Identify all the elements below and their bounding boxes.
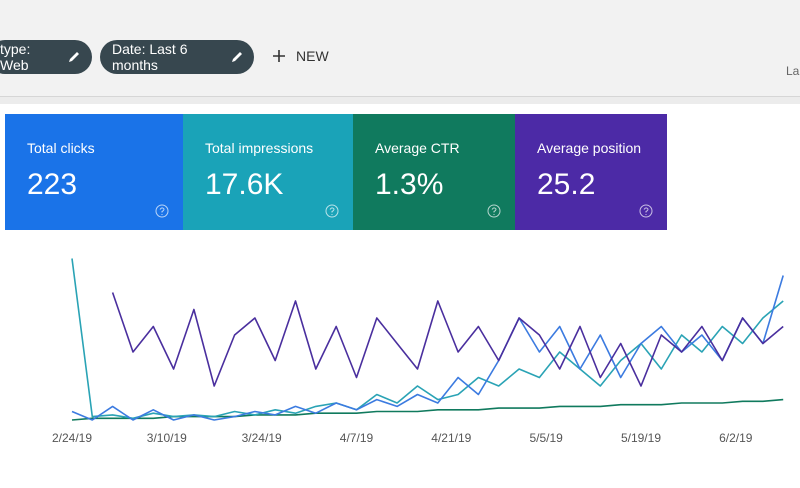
edit-icon <box>68 52 79 62</box>
x-tick-label: 6/2/19 <box>719 431 753 445</box>
metric-tile[interactable]: Total impressions 17.6K <box>183 114 353 230</box>
series-line <box>71 275 784 421</box>
new-label: NEW <box>296 48 329 64</box>
toolbar: type: Web Date: Last 6 months NEW La <box>0 0 800 97</box>
filter-chip[interactable]: Date: Last 6 months <box>100 40 254 74</box>
metric-value: 1.3% <box>375 168 444 201</box>
performance-card: Total clicks 223 Total impressions 17.6K Ave… <box>0 104 800 488</box>
x-tick-label: 5/19/19 <box>621 431 661 445</box>
metric-value: 17.6K <box>205 168 284 201</box>
cut-label: La <box>786 64 800 78</box>
x-tick-label: 2/24/19 <box>52 431 92 445</box>
x-tick-label: 4/21/19 <box>431 431 471 445</box>
help-icon <box>325 204 339 218</box>
chart: 2/24/19 3/10/19 3/24/19 4/7/19 4/21/19 5/5/19… <box>52 258 784 445</box>
x-tick-label: 4/7/19 <box>340 431 374 445</box>
metric-value: 223 <box>27 168 78 201</box>
filter-chip[interactable]: type: Web <box>0 40 92 74</box>
metric-tile[interactable]: Total clicks 223 <box>5 114 183 230</box>
series-line <box>111 292 784 387</box>
metric-value: 25.2 <box>537 168 596 201</box>
help-icon <box>487 204 501 218</box>
metric-tile[interactable]: Average CTR 1.3% <box>353 114 515 230</box>
chip-label: Date: Last 6 months <box>112 41 188 73</box>
help-icon <box>639 204 653 218</box>
x-tick-label: 5/5/19 <box>529 431 563 445</box>
metric-label: Average position <box>537 140 642 156</box>
edit-icon <box>231 52 242 62</box>
x-tick-label: 3/24/19 <box>242 431 282 445</box>
chip-label: type: Web <box>0 41 31 73</box>
metric-label: Total impressions <box>205 140 314 156</box>
help-icon <box>155 204 169 218</box>
metric-label: Total clicks <box>27 140 95 156</box>
plus-icon <box>273 50 285 62</box>
metric-tile[interactable]: Average position 25.2 <box>515 114 667 230</box>
new-button[interactable]: NEW <box>272 48 329 64</box>
x-tick-label: 3/10/19 <box>147 431 187 445</box>
series-line <box>71 258 784 420</box>
metric-label: Average CTR <box>375 140 460 156</box>
series-line <box>71 398 784 421</box>
